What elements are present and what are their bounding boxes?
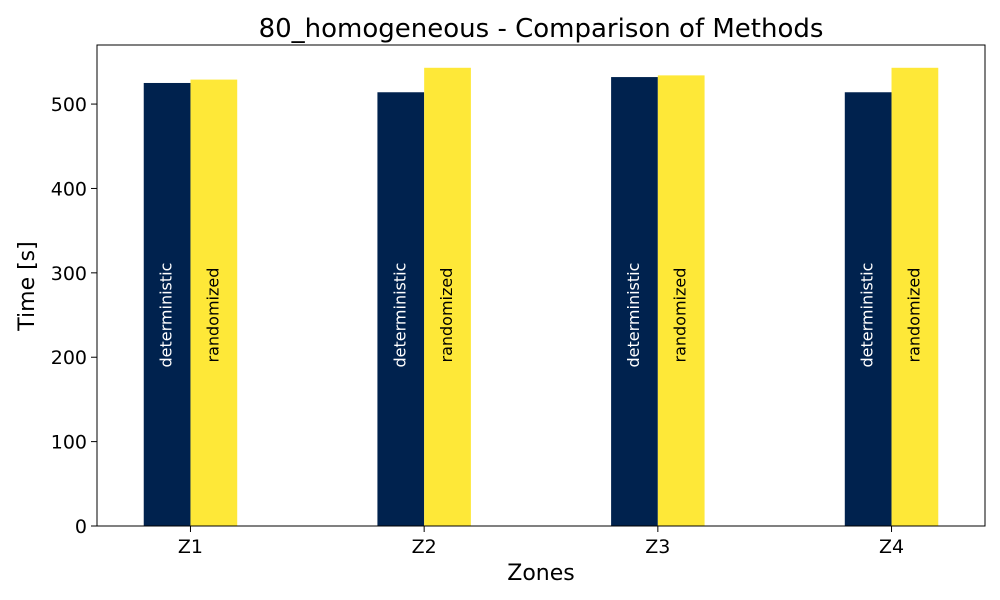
plot-area: 0 100 200 300 400 500 Z1 Z2 Z3 Z4 deterministic det… xyxy=(51,67,939,558)
x-tick-label: Z4 xyxy=(879,536,904,558)
plot-frame xyxy=(96,44,986,527)
y-tick-label: 100 xyxy=(51,432,87,454)
y-tick-label: 0 xyxy=(75,516,87,538)
bar-deterministic xyxy=(143,82,191,526)
bar-label-deterministic: deterministic xyxy=(390,263,409,368)
y-tick-label: 400 xyxy=(51,178,87,200)
bar-randomized xyxy=(891,67,939,526)
x-tick-label: Z3 xyxy=(645,536,670,558)
bar-deterministic xyxy=(844,92,892,527)
bar-deterministic xyxy=(611,77,658,527)
x-axis-label: Zones xyxy=(507,561,574,586)
y-axis-label: Time [s] xyxy=(15,241,40,331)
bar-randomized xyxy=(657,75,705,527)
x-tick-label: Z2 xyxy=(412,536,437,558)
chart-title: 80_homogeneous - Comparison of Methods xyxy=(259,14,824,44)
bar-randomized xyxy=(424,67,471,526)
bar-label-randomized: randomized xyxy=(437,268,456,363)
x-tick-label: Z1 xyxy=(178,536,203,558)
bar-label-deterministic: deterministic xyxy=(858,263,877,368)
bar-label-randomized: randomized xyxy=(671,268,690,363)
bar-deterministic xyxy=(377,92,425,527)
bar-label-randomized: randomized xyxy=(203,268,222,363)
bar-label-randomized: randomized xyxy=(904,268,923,363)
bar-randomized xyxy=(190,79,238,527)
bar-label-deterministic: deterministic xyxy=(624,263,643,368)
y-tick-label: 500 xyxy=(51,94,87,116)
bar-label-deterministic: deterministic xyxy=(157,263,176,368)
y-tick-label: 300 xyxy=(51,263,87,285)
y-tick-label: 200 xyxy=(51,347,87,369)
